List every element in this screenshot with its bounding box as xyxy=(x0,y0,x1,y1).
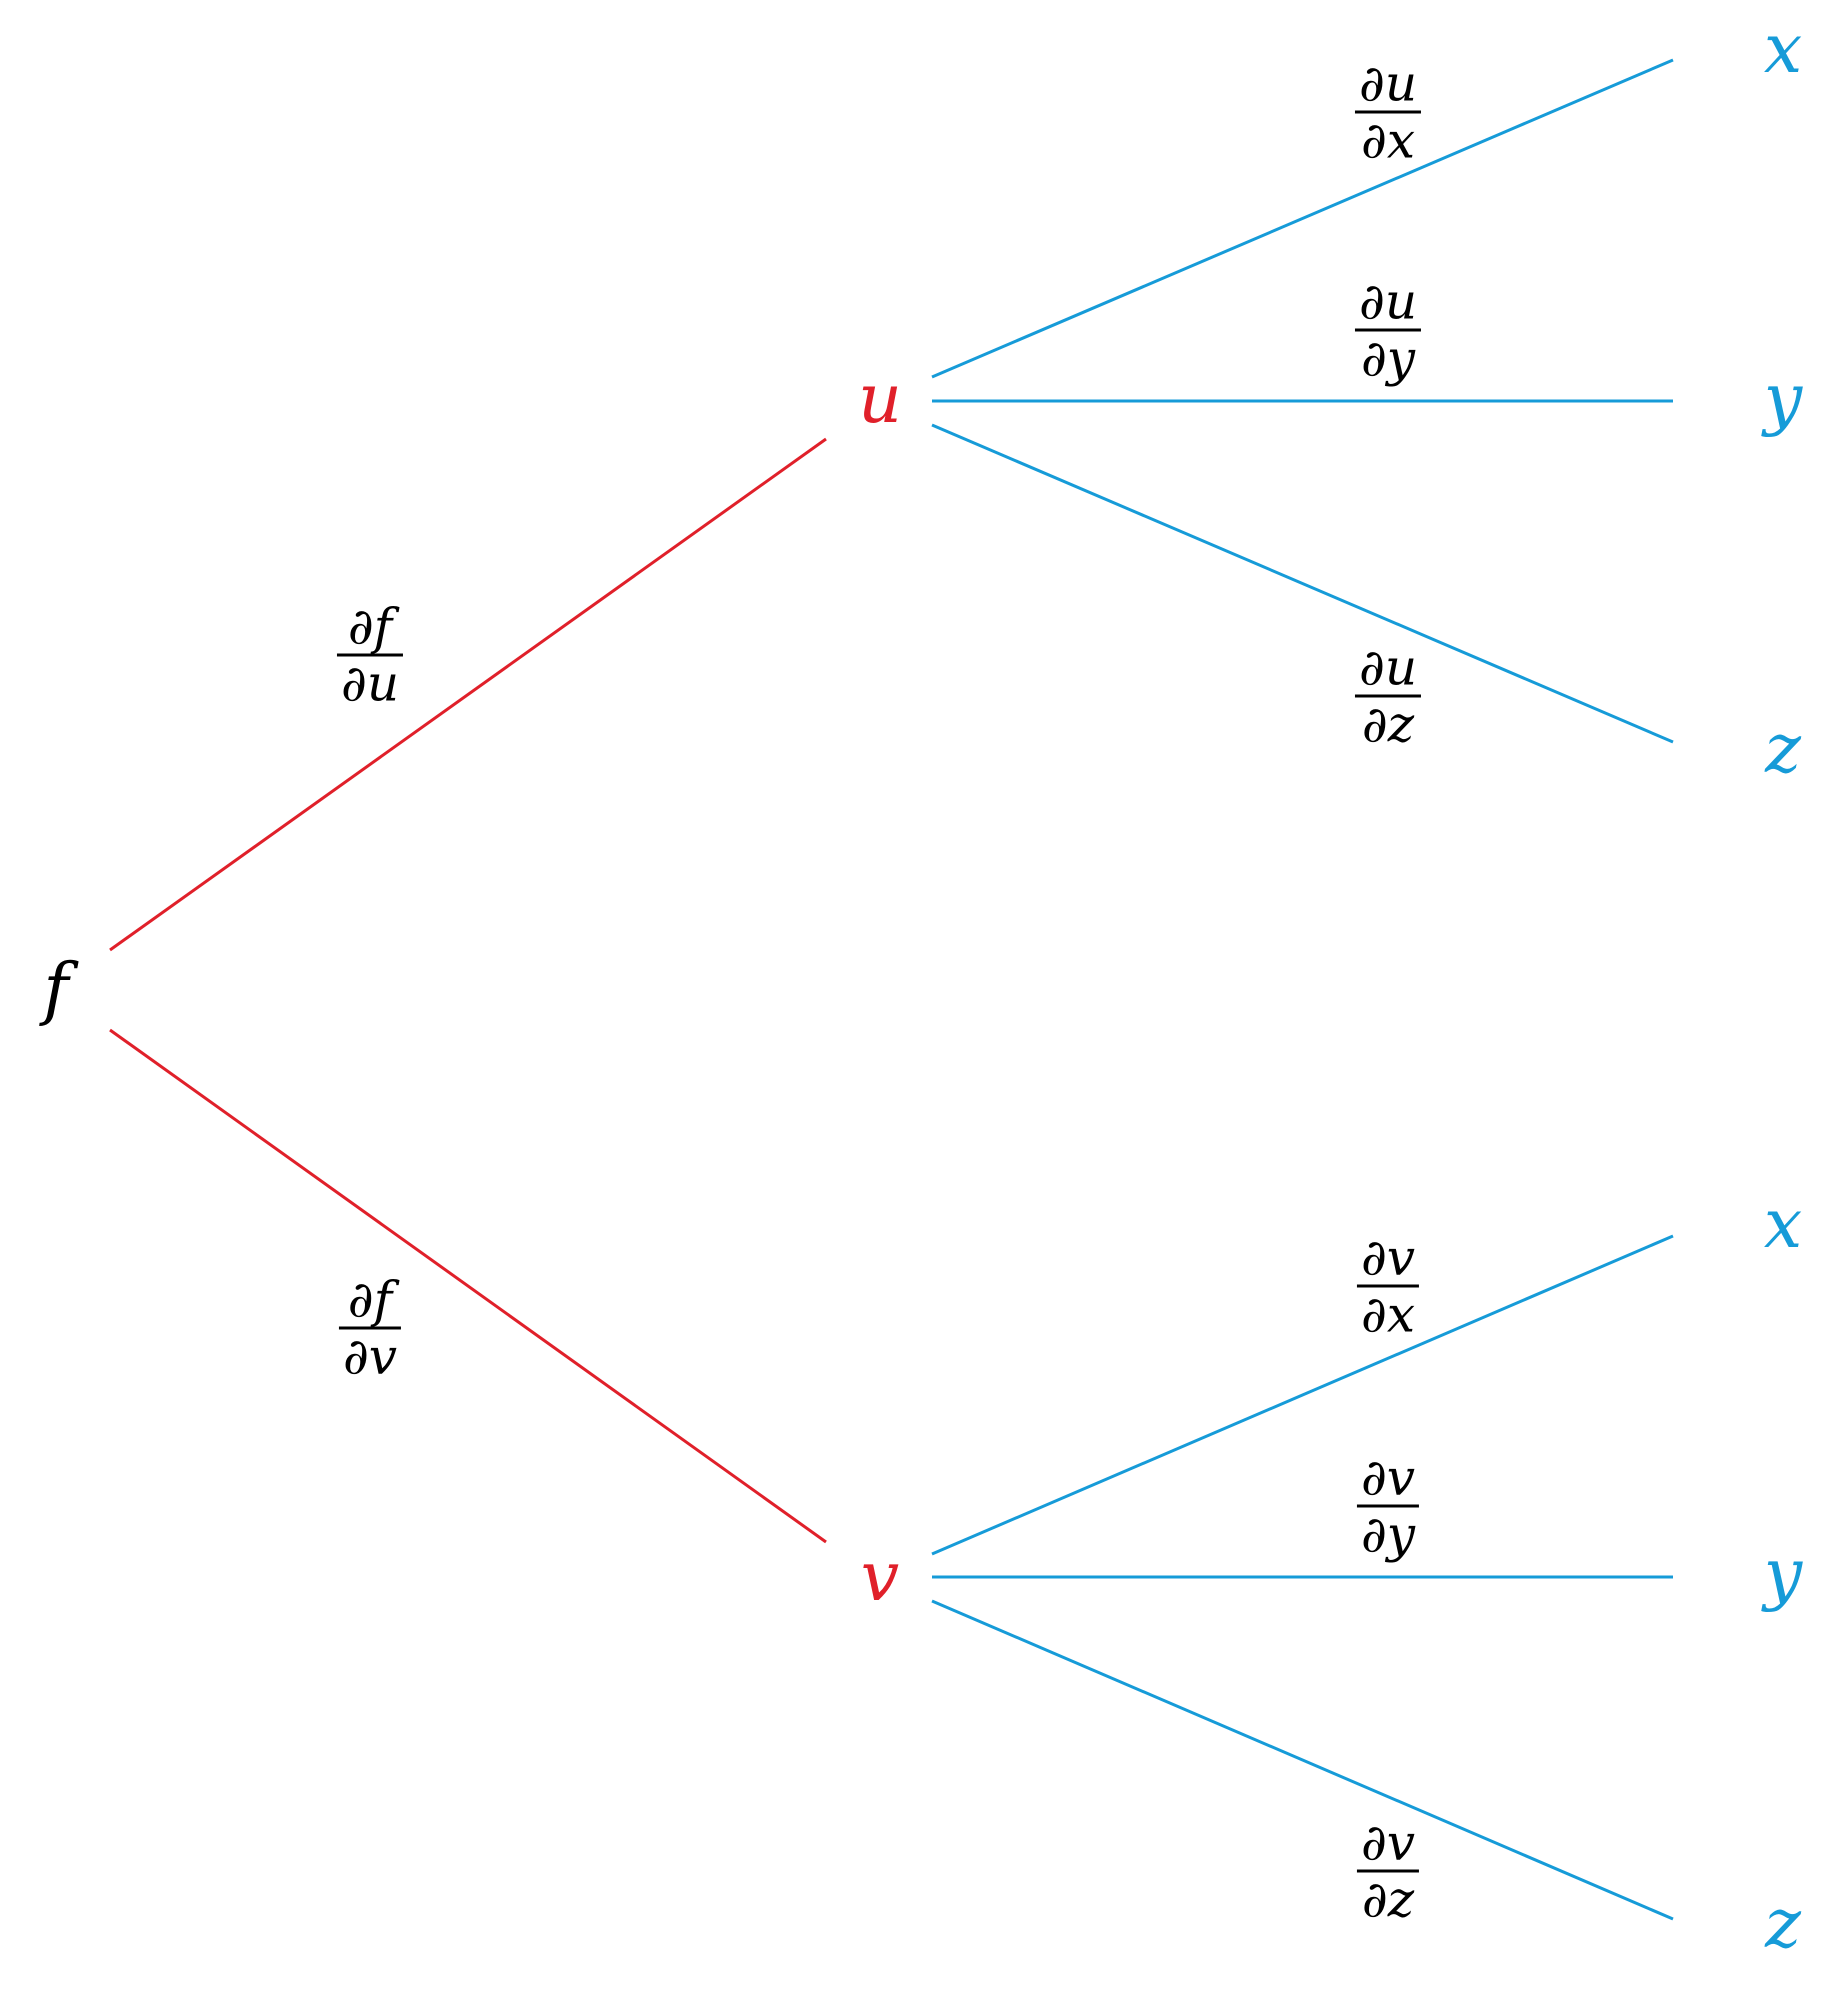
fraction-bar xyxy=(336,653,404,657)
node-f: f xyxy=(43,950,69,1029)
node-v-y: y xyxy=(1763,1535,1803,1614)
fraction-bar xyxy=(338,1326,402,1330)
fraction-bar xyxy=(1356,1284,1420,1288)
fraction-bar xyxy=(1356,1869,1420,1873)
label-du-dy-den: ∂y xyxy=(1360,329,1416,388)
fraction-bar xyxy=(1354,694,1422,698)
label-du-dz: ∂u ∂z xyxy=(1354,638,1422,754)
edge-f-u xyxy=(109,437,827,952)
node-v-z: z xyxy=(1765,1885,1801,1964)
fraction-bar xyxy=(1356,1504,1420,1508)
label-df-du-num: ∂f xyxy=(347,597,393,656)
edge-u-x xyxy=(931,58,1674,379)
label-df-du: ∂f ∂u xyxy=(336,597,404,713)
label-dv-dx-num: ∂v xyxy=(1360,1228,1416,1287)
label-dv-dz-num: ∂v xyxy=(1360,1813,1416,1872)
label-df-dv: ∂f ∂v xyxy=(338,1270,402,1386)
label-dv-dz-den: ∂z xyxy=(1361,1870,1415,1929)
label-dv-dx: ∂v ∂x xyxy=(1356,1228,1420,1344)
label-du-dx-num: ∂u xyxy=(1358,54,1418,113)
edge-v-x xyxy=(931,1234,1674,1556)
label-dv-dz: ∂v ∂z xyxy=(1356,1813,1420,1929)
node-u-z: z xyxy=(1765,710,1801,789)
label-du-dy: ∂u ∂y xyxy=(1354,272,1422,388)
label-dv-dx-den: ∂x xyxy=(1360,1285,1416,1344)
fraction-bar xyxy=(1354,328,1422,332)
label-du-dx-den: ∂x xyxy=(1360,111,1416,170)
label-df-dv-den: ∂v xyxy=(342,1327,398,1386)
edge-u-z xyxy=(931,423,1674,744)
node-v-x: x xyxy=(1763,1185,1803,1264)
label-du-dy-num: ∂u xyxy=(1358,272,1418,331)
label-du-dz-den: ∂z xyxy=(1361,695,1415,754)
node-u-y: y xyxy=(1763,360,1803,439)
node-u-x: x xyxy=(1763,10,1803,89)
edge-v-z xyxy=(931,1599,1674,1921)
label-dv-dy: ∂v ∂y xyxy=(1356,1448,1420,1564)
label-dv-dy-num: ∂v xyxy=(1360,1448,1416,1507)
label-du-dx: ∂u ∂x xyxy=(1354,54,1422,170)
fraction-bar xyxy=(1354,110,1422,114)
label-df-dv-num: ∂f xyxy=(347,1270,393,1329)
edge-f-v xyxy=(109,1028,827,1544)
node-v: v xyxy=(860,1538,900,1617)
label-dv-dy-den: ∂y xyxy=(1360,1505,1416,1564)
label-df-du-den: ∂u xyxy=(340,654,400,713)
label-du-dz-num: ∂u xyxy=(1358,638,1418,697)
node-u: u xyxy=(858,360,902,439)
